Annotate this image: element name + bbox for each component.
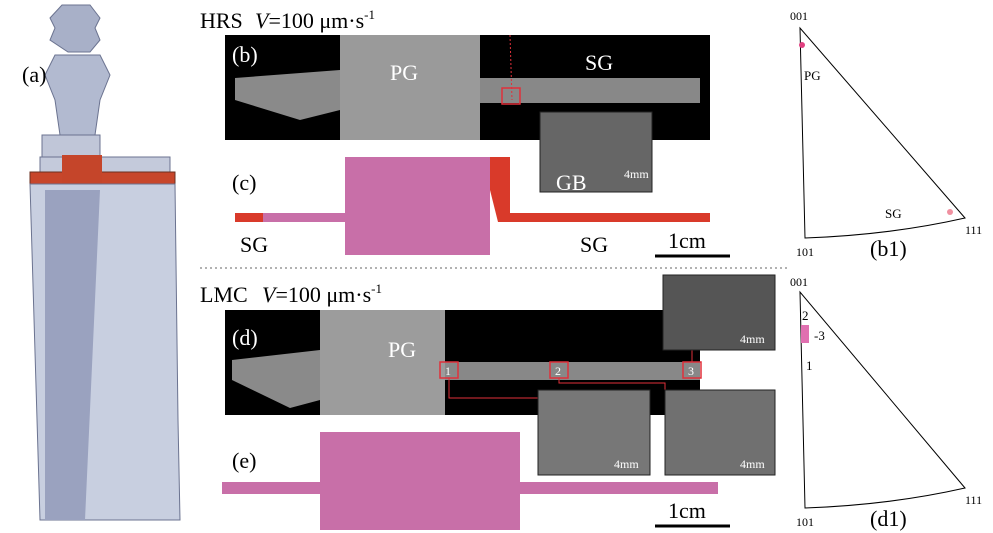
marker-label: 1 xyxy=(445,364,451,378)
method: LMC xyxy=(200,282,248,307)
grain-label: SG xyxy=(585,50,613,75)
part-drawing xyxy=(30,5,180,520)
stray-grain xyxy=(235,213,263,222)
corner-label: 001 xyxy=(790,275,808,289)
panel-label: (a) xyxy=(22,62,46,87)
panel-label: (e) xyxy=(232,448,256,473)
velocity-text: =100 μm·s xyxy=(275,282,371,307)
panel-label: (d1) xyxy=(870,506,907,531)
grain-label: GB xyxy=(556,170,587,195)
method: HRS xyxy=(200,8,243,33)
grain-label: PG xyxy=(388,337,416,362)
panel-label: (c) xyxy=(232,170,256,195)
arm xyxy=(222,482,718,494)
panel-label: (b1) xyxy=(870,236,907,261)
point-label: -3 xyxy=(814,328,825,343)
figure: (a) HRS V=100 μm·s-1 (b) PG SG GB 4mm (c… xyxy=(0,0,993,533)
scale-label: 4mm xyxy=(624,167,649,181)
point-label: SG xyxy=(885,206,902,221)
primary-grain xyxy=(320,432,520,530)
scale-label: 4mm xyxy=(740,457,765,471)
corner-label: 111 xyxy=(965,493,982,507)
velocity-exponent: -1 xyxy=(364,7,375,22)
marker-label: 3 xyxy=(688,364,694,378)
grain-label: SG xyxy=(240,232,268,257)
panel-label: (b) xyxy=(232,42,258,67)
velocity: V=100 μm·s-1 xyxy=(255,7,375,33)
corner-label: 101 xyxy=(796,245,814,259)
panel-label: (d) xyxy=(232,325,258,350)
arm xyxy=(480,78,700,103)
velocity: V=100 μm·s-1 xyxy=(262,281,382,307)
velocity-exponent: -1 xyxy=(371,281,382,296)
corner-label: 111 xyxy=(965,223,982,237)
marker-label: 2 xyxy=(555,364,561,378)
orientation-point xyxy=(801,325,809,343)
velocity-text: =100 μm·s xyxy=(268,8,364,33)
grain-label: SG xyxy=(580,232,608,257)
scale-label: 4mm xyxy=(614,457,639,471)
point-label: PG xyxy=(804,68,821,83)
primary-grain xyxy=(345,157,490,255)
primary-grain xyxy=(340,35,480,140)
point-label: 1 xyxy=(806,358,813,373)
corner-label: 101 xyxy=(796,515,814,529)
scale-label: 4mm xyxy=(740,332,765,346)
orientation-point xyxy=(947,209,953,215)
orientation-point xyxy=(799,42,805,48)
primary-grain xyxy=(320,310,445,415)
scale-label: 1cm xyxy=(668,228,706,253)
corner-label: 001 xyxy=(790,9,808,23)
pole-triangle xyxy=(800,292,965,508)
pole-triangle xyxy=(800,28,965,238)
grain-label: PG xyxy=(390,60,418,85)
arm xyxy=(445,362,700,380)
scale-label: 1cm xyxy=(668,498,706,523)
point-label: 2 xyxy=(802,308,809,323)
